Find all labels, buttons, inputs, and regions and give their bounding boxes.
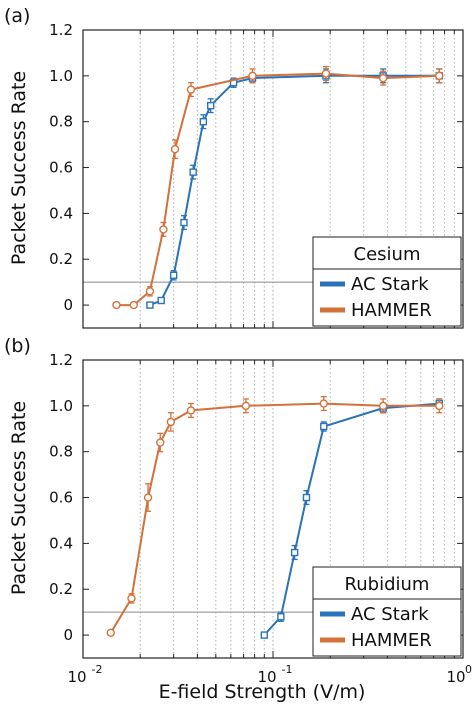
panel-b-hammer-point [378, 401, 388, 411]
panel-a-axes-box [82, 29, 464, 329]
panel-a-ac-stark-point [180, 218, 188, 227]
panel-a-hammer-point [112, 300, 121, 310]
panel-b-legend-label-hammer: HAMMER [351, 630, 432, 651]
x-axis-label: E-field Strength (V/m) [159, 681, 366, 703]
x-tick-label-1e0-base: 10 [446, 668, 465, 686]
panel-a-y-tick-label: 0.2 [49, 250, 73, 268]
panel-a-y-tick-label: 1.0 [49, 67, 73, 85]
panel-b-axes-box [82, 359, 464, 659]
panel-a-y-tick-label: 0 [63, 296, 73, 314]
panel-b-ylabel: Packet Success Rate [8, 401, 30, 595]
panel-a-hammer-point [435, 71, 444, 81]
panel-a-label: (a) [4, 5, 30, 27]
x-tick-label-1e-2-base: 10 [67, 668, 86, 686]
x-tick-label-1e0-exp: 0 [465, 663, 472, 676]
panel-a-ac-stark-point [169, 271, 178, 279]
panel-b-ac-stark-point [302, 493, 311, 502]
panel-b-hammer-point [166, 417, 176, 427]
panel-b-y-tick-label: 0.6 [49, 489, 73, 507]
panel-b-hammer-point [143, 493, 153, 502]
panel-b-hammer-point [156, 438, 165, 447]
panel-b-hammer-point [186, 406, 196, 415]
panel-b-y-tick-label: 0 [63, 626, 73, 644]
panel-b-legend: Rubidium AC Stark HAMMER [312, 566, 462, 657]
panel-a-ac-stark-point [199, 117, 208, 126]
panel-a-y-tick-label: 0.6 [49, 159, 73, 177]
panel-b-ac-stark-point [260, 631, 269, 639]
panel-b-ac-stark-point [290, 548, 299, 557]
panel-a-ac-stark-point [189, 168, 197, 176]
panel-a-legend-title-box [312, 236, 462, 270]
panel-a-ac-stark-point [146, 301, 154, 309]
panel-a-ac-stark-point [206, 101, 215, 110]
panel-a-ac-stark-point [157, 296, 165, 305]
panel-b-series [106, 396, 444, 639]
panel-a-hammer-point [145, 287, 155, 296]
panel-b-y-tick-label: 1.2 [49, 351, 73, 369]
panel-a-legend: Cesium AC Stark HAMMER [312, 236, 462, 327]
panel-b-legend-title: Rubidium [345, 574, 430, 595]
panel-a-y-ticks: 0 0.2 0.4 0.6 0.8 1.0 1.2 [49, 21, 463, 314]
panel-a-y-tick-label: 1.2 [49, 21, 73, 39]
panel-b-label: (b) [4, 335, 31, 357]
panel-a-legend-label-ac-stark: AC Stark [351, 274, 429, 295]
x-tick-label-1e-1-base: 10 [257, 668, 276, 686]
panel-b-y-ticks: 0 0.2 0.4 0.6 0.8 1.0 1.2 [49, 351, 463, 644]
panel-b-legend-label-ac-stark: AC Stark [351, 604, 429, 625]
panel-a-hammer-point [129, 300, 138, 310]
panel-b-ac-stark-point [277, 613, 285, 621]
panel-b-hammer-point [106, 628, 115, 637]
panel-a-hammer-line [116, 72, 440, 307]
x-tick-label-1e-2-exp: -2 [92, 663, 103, 676]
panel-a-ylabel: Packet Success Rate [8, 71, 30, 265]
panel-a: (a) Packet Success Rate 0 0.2 0.4 0.6 0.8 1.0… [4, 5, 464, 329]
panel-b-legend-box [312, 598, 462, 657]
panel-a-hammer-point [186, 85, 196, 94]
panel-a-hammer-point [248, 71, 257, 81]
panel-b-y-tick-label: 0.2 [49, 580, 73, 598]
x-tick-label-1e-1-exp: -1 [282, 663, 293, 676]
panel-b-hammer-point [435, 401, 444, 411]
panel-a-hammer-point [378, 73, 388, 83]
panel-a-hammer-point [321, 69, 331, 78]
panel-b: (b) Packet Success Rate 0 0.2 0.4 0.6 0.8 1.0… [4, 335, 464, 659]
panel-b-hammer-point [127, 594, 136, 603]
panel-b-y-tick-label: 1.0 [49, 397, 73, 415]
x-tick-labels: 10 -2 10 -1 10 0 [67, 663, 472, 686]
panel-b-y-tick-label: 0.8 [49, 443, 73, 461]
panel-a-legend-box [312, 268, 462, 327]
panel-a-hammer-point [170, 144, 180, 154]
panel-a-legend-title: Cesium [354, 244, 421, 265]
panel-b-ac-stark-point [320, 422, 328, 431]
panel-b-hammer-point [241, 401, 251, 411]
panel-b-hammer-point [319, 399, 328, 408]
panel-a-hammer-point [159, 225, 168, 234]
panel-a-series [112, 66, 444, 310]
panel-b-y-tick-label: 0.4 [49, 534, 73, 552]
panel-a-y-tick-label: 0.8 [49, 113, 73, 131]
panel-b-hammer-line [109, 402, 440, 634]
panel-a-y-tick-label: 0.4 [49, 204, 73, 222]
panel-a-legend-label-hammer: HAMMER [351, 300, 432, 321]
